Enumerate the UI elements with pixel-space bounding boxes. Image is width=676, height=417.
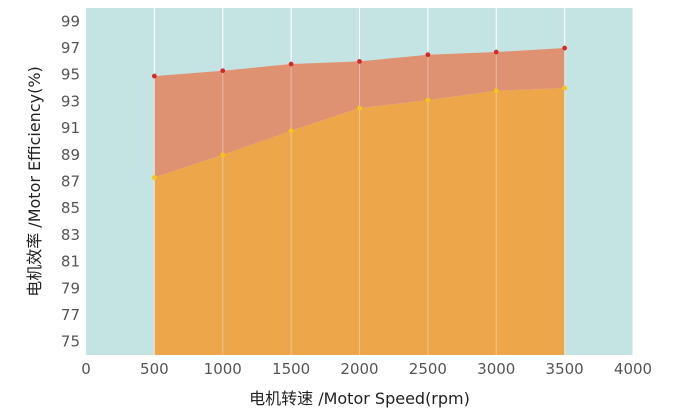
- x-tick-0: 0: [81, 360, 91, 378]
- lower-point-2500: [425, 97, 431, 103]
- x-tick-2500: 2500: [409, 360, 447, 378]
- x-tick-2000: 2000: [340, 360, 378, 378]
- y-tick-81: 81: [61, 253, 80, 271]
- lower-point-3500: [562, 85, 568, 91]
- lower-point-3000: [493, 88, 499, 94]
- upper-point-2000: [357, 58, 362, 64]
- lower-point-500: [151, 175, 157, 180]
- y-tick-labels: 75 77 79 81 83 85 87 89 91 93 95 97 99: [61, 12, 80, 350]
- y-tick-93: 93: [61, 92, 80, 110]
- upper-point-2500: [425, 52, 431, 58]
- upper-point-3000: [493, 49, 499, 55]
- x-tick-3000: 3000: [477, 360, 515, 378]
- y-tick-95: 95: [61, 66, 80, 84]
- upper-point-1000: [220, 68, 226, 74]
- y-tick-77: 77: [61, 306, 80, 324]
- y-tick-79: 79: [61, 279, 80, 297]
- marker-layer: [151, 45, 568, 180]
- y-tick-99: 99: [61, 12, 80, 30]
- lower-point-2000: [357, 105, 362, 111]
- lower-point-1500: [288, 128, 294, 134]
- upper-point-1500: [288, 61, 294, 67]
- lower-point-1000: [220, 152, 226, 158]
- area-layer: [153, 48, 566, 356]
- x-tick-4000: 4000: [614, 360, 652, 378]
- y-tick-75: 75: [61, 333, 80, 351]
- y-tick-87: 87: [61, 173, 80, 191]
- x-tick-3500: 3500: [546, 360, 584, 378]
- upper-point-3500: [562, 45, 568, 51]
- y-tick-83: 83: [61, 226, 80, 244]
- x-tick-500: 500: [140, 360, 169, 378]
- y-axis-label: 电机效率 /Motor Efficiency(%): [25, 66, 44, 297]
- y-tick-91: 91: [61, 119, 80, 137]
- y-tick-89: 89: [61, 146, 80, 164]
- lower-area: [154, 88, 565, 356]
- x-tick-labels: 0 500 1000 1500 2000 2500 3000 3500 4000: [81, 360, 652, 378]
- x-axis-label: 电机转速 /Motor Speed(rpm): [249, 389, 470, 408]
- upper-area: [154, 48, 565, 178]
- y-tick-97: 97: [61, 39, 80, 57]
- y-tick-85: 85: [61, 199, 80, 217]
- x-tick-1500: 1500: [272, 360, 310, 378]
- x-tick-1000: 1000: [204, 360, 242, 378]
- upper-point-500: [151, 73, 157, 79]
